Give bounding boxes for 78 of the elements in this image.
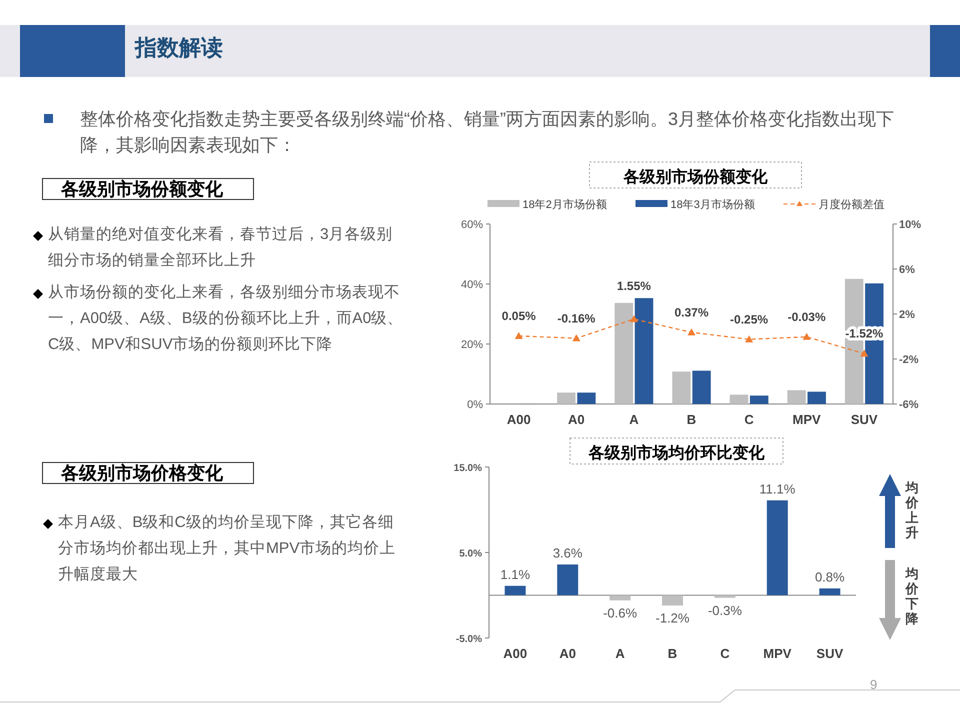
- y-tick-label: 40%: [460, 279, 484, 291]
- y-tick-label: -5.0%: [456, 634, 482, 645]
- y2-tick-label: 10%: [899, 219, 922, 231]
- data-label: 1.55%: [616, 279, 652, 294]
- text: 均价下降: [904, 566, 920, 626]
- bar: [808, 392, 826, 404]
- x-tick-label: A00: [506, 412, 531, 427]
- point: [745, 335, 754, 342]
- bar: [672, 372, 691, 404]
- data-label: 0.37%: [674, 305, 709, 320]
- bar: [610, 595, 631, 600]
- y2-tick-label: 6%: [899, 264, 916, 276]
- y2-tick-label: 2%: [899, 309, 916, 321]
- bar: [766, 500, 788, 596]
- x-tick-label: A0: [559, 646, 576, 661]
- data-label: 0.8%: [814, 569, 846, 584]
- point: [572, 334, 580, 342]
- text: 均价上升: [904, 480, 920, 540]
- y-tick-label: 60%: [460, 219, 484, 231]
- x-tick-label: B: [668, 646, 678, 661]
- bar: [634, 298, 654, 404]
- point: [514, 332, 523, 339]
- y-tick-label: 15.0%: [454, 463, 482, 474]
- bar: [714, 595, 736, 598]
- y-tick-label: 20%: [460, 339, 484, 351]
- bar: [614, 302, 634, 404]
- x-tick-label: A: [629, 412, 640, 427]
- bar: [557, 392, 576, 404]
- chart-title: 各级别市场均价环比变化: [588, 444, 766, 462]
- text: 各级别市场价格变化: [42, 462, 254, 484]
- chart-title: 各级别市场份额变化: [622, 168, 768, 186]
- y2-tick-label: -2%: [899, 354, 919, 366]
- x-tick-label: A: [615, 646, 626, 661]
- text: 指数解读: [135, 34, 223, 62]
- data-label: -1.2%: [656, 610, 690, 626]
- x-tick-label: MPV: [763, 646, 792, 661]
- data-label: -0.25%: [730, 312, 768, 326]
- text: 从销量的绝对值变化来看，春节过后，3月各级别细分市场的销量全部环比上升: [48, 225, 394, 271]
- text: 9: [870, 677, 878, 692]
- point: [688, 328, 696, 336]
- data-label: 0.05%: [502, 308, 536, 323]
- data-label: -0.16%: [557, 311, 596, 326]
- x-tick-label: SUV: [850, 412, 878, 427]
- y-tick-label: 5.0%: [459, 548, 482, 560]
- x-tick-label: A00: [503, 646, 528, 661]
- bar: [819, 588, 840, 596]
- data-label: -0.6%: [603, 605, 638, 620]
- y-tick-label: 0%: [467, 399, 484, 411]
- legend-label: 18年3月市场份额: [670, 198, 755, 211]
- data-label: -0.3%: [708, 602, 742, 618]
- bar: [504, 586, 526, 596]
- data-label: 3.6%: [552, 545, 583, 560]
- x-tick-label: C: [744, 412, 754, 427]
- data-label: 11.1%: [759, 481, 796, 496]
- x-tick-label: MPV: [792, 412, 822, 427]
- bar: [750, 396, 768, 404]
- legend-label: 月度份额差值: [818, 198, 884, 211]
- bar: [662, 595, 683, 606]
- point: [802, 332, 811, 340]
- x-tick-label: A0: [568, 412, 585, 427]
- x-tick-label: C: [720, 646, 730, 661]
- bar: [557, 564, 578, 596]
- point: [860, 350, 868, 357]
- text: 本月A级、B级和C级的均价呈现下降，其它各细分市场均价都出现上升，其中MPV市场的均价上升幅度最大: [58, 512, 397, 585]
- data-label: -0.03%: [788, 310, 826, 324]
- x-tick-label: B: [686, 412, 696, 427]
- text: 从市场份额的变化上来看，各级别细分市场表现不一，A00级、A级、B级的份额环比上升，而A0级、C级、MPV和SUV市场的份额则环比下降: [48, 283, 404, 355]
- bar: [730, 394, 748, 404]
- legend-label: 18年2月市场份额: [522, 198, 607, 211]
- bar: [692, 370, 711, 404]
- data-label: 1.1%: [500, 566, 530, 582]
- bar: [787, 390, 806, 404]
- x-tick-label: SUV: [816, 646, 844, 661]
- y2-tick-label: -6%: [899, 399, 919, 411]
- bar: [577, 392, 596, 404]
- point: [630, 315, 638, 322]
- text: 各级别市场份额变化: [42, 178, 254, 200]
- text: 整体价格变化指数走势主要受各级别终端“价格、销量”两方面因素的影响。3月整体价格变化指数出现下降，其影响因素表现如下：: [80, 108, 895, 157]
